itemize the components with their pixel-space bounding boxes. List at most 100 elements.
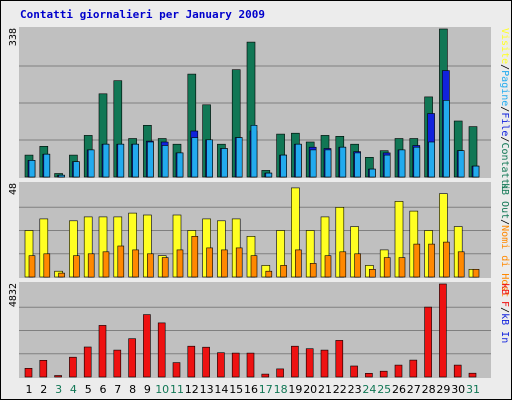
hosts-bar-day-9 [147, 253, 154, 278]
day-tick-8: 8 [129, 383, 136, 396]
kbytes-bar-day-27 [409, 359, 418, 378]
hosts-bar-day-19 [295, 249, 302, 278]
hosts-bar-day-26 [398, 257, 406, 278]
kbytes-bar-day-24 [365, 372, 373, 378]
hosts-bar-day-12 [191, 236, 199, 278]
day-tick-3: 3 [55, 383, 62, 396]
pages-bar-day-22 [339, 146, 347, 178]
pages-bar-day-15 [235, 137, 243, 178]
kbytes-bar-day-14 [217, 352, 225, 378]
hosts-bar-day-23 [354, 253, 361, 278]
kbytes-bar-day-8 [128, 338, 136, 378]
kbytes-bar-day-7 [113, 349, 122, 378]
hosts-bar-day-17 [265, 270, 273, 278]
hosts-bar-day-25 [383, 257, 391, 278]
hosts-bar-day-16 [250, 255, 258, 278]
pages-bar-day-10 [161, 145, 169, 178]
hosts-bar-day-30 [457, 251, 465, 278]
pages-bar-day-26 [398, 149, 406, 178]
pages-bar-day-29 [443, 100, 450, 178]
hosts-bar-day-10 [161, 257, 169, 278]
kbytes-bar-day-18 [276, 368, 284, 378]
pages-bar-day-25 [383, 154, 391, 178]
pages-bar-day-1 [28, 160, 36, 178]
bottom-ymax-label: 4832 [8, 283, 19, 307]
hosts-bar-day-14 [221, 249, 228, 278]
kbytes-bar-day-5 [83, 346, 92, 378]
kbytes-bar-day-12 [187, 345, 196, 378]
kbytes-bar-day-20 [305, 348, 314, 378]
day-tick-18: 18 [274, 383, 288, 396]
hosts-bar-day-2 [43, 253, 51, 278]
hosts-bar-day-11 [176, 249, 184, 278]
kbytes-bar-day-10 [157, 322, 166, 378]
hosts-bar-day-8 [132, 249, 139, 278]
day-tick-2: 2 [40, 383, 47, 396]
pages-bar-day-12 [191, 137, 199, 178]
top-right-legend: Visite/Pagine/File/Contatti [499, 28, 510, 191]
pages-bar-day-9 [147, 141, 154, 178]
hosts-bar-day-28 [428, 243, 435, 278]
chart-title: Contatti giornalieri per January 2009 [20, 8, 266, 21]
pages-bar-day-2 [43, 153, 51, 178]
day-tick-4: 4 [70, 383, 77, 396]
bottom-right-legend: kB F/kB In [499, 283, 510, 343]
day-tick-23: 23 [348, 383, 362, 396]
pages-bar-day-7 [117, 143, 125, 178]
pages-bar-day-5 [87, 149, 95, 178]
hosts-bar-day-24 [369, 268, 376, 278]
kbytes-bar-day-21 [320, 349, 329, 378]
hosts-bar-day-6 [102, 251, 110, 278]
hosts-bar-day-31 [472, 268, 480, 278]
top-ymax-label: 338 [8, 28, 19, 46]
day-tick-27: 27 [407, 383, 421, 396]
day-tick-21: 21 [318, 383, 332, 396]
day-tick-12: 12 [185, 383, 199, 396]
day-tick-16: 16 [244, 383, 258, 396]
day-tick-24: 24 [362, 383, 376, 396]
hosts-bar-day-21 [324, 255, 332, 278]
pages-bar-day-13 [206, 139, 213, 178]
day-tick-5: 5 [85, 383, 92, 396]
pages-bar-day-4 [73, 161, 80, 178]
day-tick-25: 25 [377, 383, 391, 396]
day-tick-19: 19 [288, 383, 302, 396]
kbytes-bar-day-13 [202, 346, 210, 378]
kbytes-bar-day-4 [69, 356, 77, 378]
day-tick-31: 31 [466, 383, 480, 396]
kbytes-bar-day-23 [350, 365, 358, 378]
pages-bar-day-28 [428, 141, 435, 178]
day-tick-13: 13 [200, 383, 214, 396]
day-tick-29: 29 [436, 383, 450, 396]
kbytes-bar-day-17 [261, 373, 270, 378]
day-tick-30: 30 [451, 383, 465, 396]
kbytes-bar-day-29 [439, 283, 447, 378]
kbytes-bar-day-6 [98, 325, 107, 378]
kbytes-bar-day-11 [172, 362, 181, 378]
hosts-bar-day-18 [280, 265, 287, 278]
day-tick-15: 15 [229, 383, 243, 396]
day-tick-17: 17 [259, 383, 273, 396]
pages-bar-day-18 [280, 154, 287, 178]
kbytes-bar-day-30 [453, 364, 462, 378]
kbytes-bar-day-9 [143, 314, 151, 378]
kbytes-bar-day-16 [246, 352, 255, 378]
pages-bar-day-17 [265, 172, 273, 178]
kbytes-bar-day-26 [394, 364, 403, 378]
hosts-bar-day-22 [339, 251, 347, 278]
hosts-bar-day-1 [28, 255, 36, 278]
day-tick-11: 11 [170, 383, 184, 396]
kbytes-bar-day-2 [39, 359, 48, 378]
hosts-bar-day-27 [413, 243, 421, 278]
day-tick-6: 6 [100, 383, 107, 396]
hosts-bar-day-4 [73, 255, 80, 278]
day-tick-20: 20 [303, 383, 317, 396]
kbytes-bar-day-3 [54, 375, 62, 378]
hosts-bar-day-29 [443, 241, 450, 278]
pages-bar-day-11 [176, 152, 184, 178]
kbytes-bar-day-28 [424, 306, 432, 378]
hosts-bar-day-7 [117, 245, 125, 278]
kbytes-bar-day-22 [335, 340, 344, 378]
pages-bar-day-31 [472, 165, 480, 178]
